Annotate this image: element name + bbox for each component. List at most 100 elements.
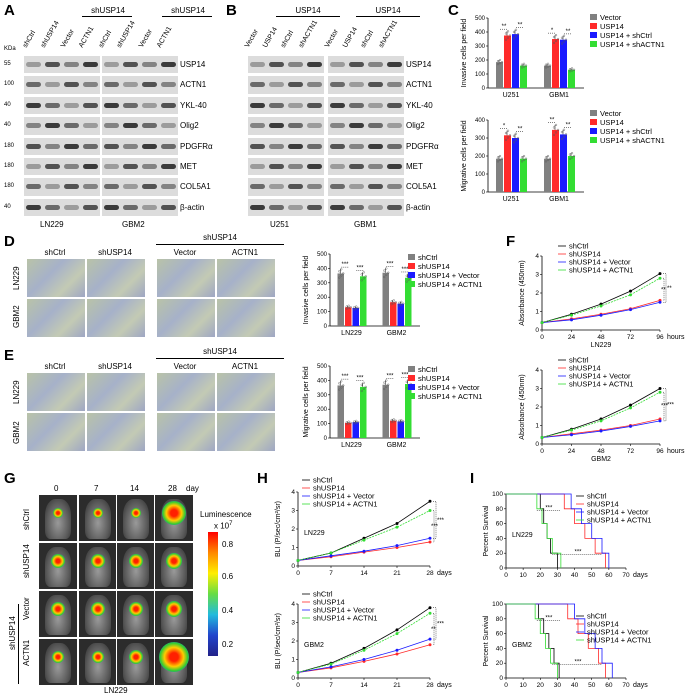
legend-label: shUSP14: [313, 598, 345, 607]
col-label: Vector: [173, 362, 197, 371]
data-point: [546, 62, 550, 65]
data-point: [394, 419, 397, 422]
blot-strip: [24, 198, 100, 217]
y-tick-label: 0: [482, 190, 486, 196]
data-point: [548, 157, 552, 160]
survival-curve: [506, 603, 558, 678]
x-tick-label: 0: [296, 570, 300, 577]
x-tick-label: 72: [627, 334, 635, 341]
data-point: [496, 63, 500, 66]
micrograph: [216, 298, 276, 338]
significance-label: ***: [401, 267, 409, 273]
legend-swatch: [590, 32, 597, 38]
blot-strip: [102, 158, 178, 176]
data-point: [340, 386, 343, 389]
data-point: [496, 59, 500, 63]
legend-swatch: [408, 272, 415, 278]
data-point: [504, 32, 508, 35]
blot-band: [349, 123, 364, 129]
blot-band: [142, 204, 157, 210]
bioluminescence-signal: [93, 508, 103, 518]
data-point: [362, 277, 365, 280]
y-tick-label: 400: [475, 118, 486, 124]
data-point: [355, 305, 358, 308]
legend-label: USP14 + shACTN1: [600, 40, 665, 49]
legend-swatch: [408, 375, 415, 381]
cell-line-label: LN229: [40, 220, 64, 229]
kda-marker: 100: [4, 81, 15, 88]
y-tick-label: 2: [535, 290, 539, 297]
x-tick-label: 48: [597, 334, 605, 341]
col-label: Vector: [323, 28, 340, 49]
blot-band: [269, 102, 284, 108]
data-point: [362, 648, 366, 652]
y-axis-label: Invasive cells per field: [303, 256, 310, 325]
x-tick-label: U251: [503, 196, 520, 203]
data-point: [395, 652, 399, 656]
data-point: [296, 558, 300, 562]
data-point: [546, 158, 550, 162]
blot-band: [288, 143, 303, 149]
blot-band: [64, 164, 79, 169]
significance-label: *: [551, 28, 554, 34]
x-tick-label: 0: [504, 572, 508, 579]
data-point: [496, 156, 500, 159]
legend-swatch: [408, 393, 415, 399]
x-tick-label: 50: [588, 572, 596, 579]
x-tick-label: 7: [329, 682, 333, 689]
scale-tick: 0.4: [222, 606, 234, 615]
data-point: [514, 28, 518, 31]
y-tick-label: 400: [317, 378, 328, 384]
scale-exp: x 107: [214, 521, 233, 531]
col-label: Vector: [137, 28, 154, 49]
bar: [345, 307, 352, 326]
blot-band: [142, 184, 157, 190]
legend-swatch: [590, 110, 597, 116]
x-tick-label: LN229: [341, 442, 362, 449]
legend-swatch: [590, 119, 597, 125]
blot-band: [269, 82, 284, 88]
col-label: Vector: [173, 248, 197, 257]
blot-band: [83, 123, 98, 129]
x-tick-label: 14: [360, 570, 368, 577]
data-point: [629, 424, 632, 428]
legend-label: shCtrl: [313, 590, 333, 599]
y-tick-label: 1: [291, 657, 295, 664]
data-point: [342, 272, 345, 275]
data-point: [629, 293, 632, 297]
y-axis-label: Migrative cells per field: [303, 366, 310, 437]
bar: [337, 273, 344, 326]
y-tick-label: 80: [496, 616, 504, 623]
data-point: [520, 63, 524, 66]
data-point: [296, 670, 300, 674]
x-unit-label: days: [437, 682, 452, 689]
protein-label: COL5A1: [406, 182, 437, 192]
y-tick-label: 100: [492, 601, 503, 608]
blot-band: [123, 164, 138, 169]
blot-band: [161, 123, 176, 129]
blot-strip: [328, 96, 404, 115]
micrograph: [26, 412, 86, 452]
col-label: ACTN1: [231, 362, 259, 371]
col-label: shUSP14: [39, 19, 61, 49]
legend-label: Vector: [600, 13, 622, 22]
y-tick-label: 20: [496, 660, 504, 667]
bar: [512, 34, 519, 88]
data-point: [599, 419, 603, 423]
protein-label: ACTN1: [180, 80, 207, 90]
significance-label: ***: [431, 524, 439, 530]
data-point: [506, 30, 510, 33]
blot-band: [387, 164, 402, 169]
micrograph: [86, 298, 146, 338]
day-label: 14: [130, 484, 139, 493]
day-label: 7: [94, 484, 99, 493]
data-point: [568, 157, 572, 160]
blot-band: [83, 143, 98, 149]
blot-band: [368, 164, 383, 169]
x-tick-label: GBM2: [387, 442, 407, 449]
blot-band: [307, 184, 322, 190]
legend-label: shUSP14 + ACTN1: [418, 392, 482, 401]
significance-label: ***: [356, 376, 364, 382]
protein-label: PDGFRα: [406, 141, 439, 151]
legend-label: shUSP14 + Vector: [313, 606, 375, 615]
